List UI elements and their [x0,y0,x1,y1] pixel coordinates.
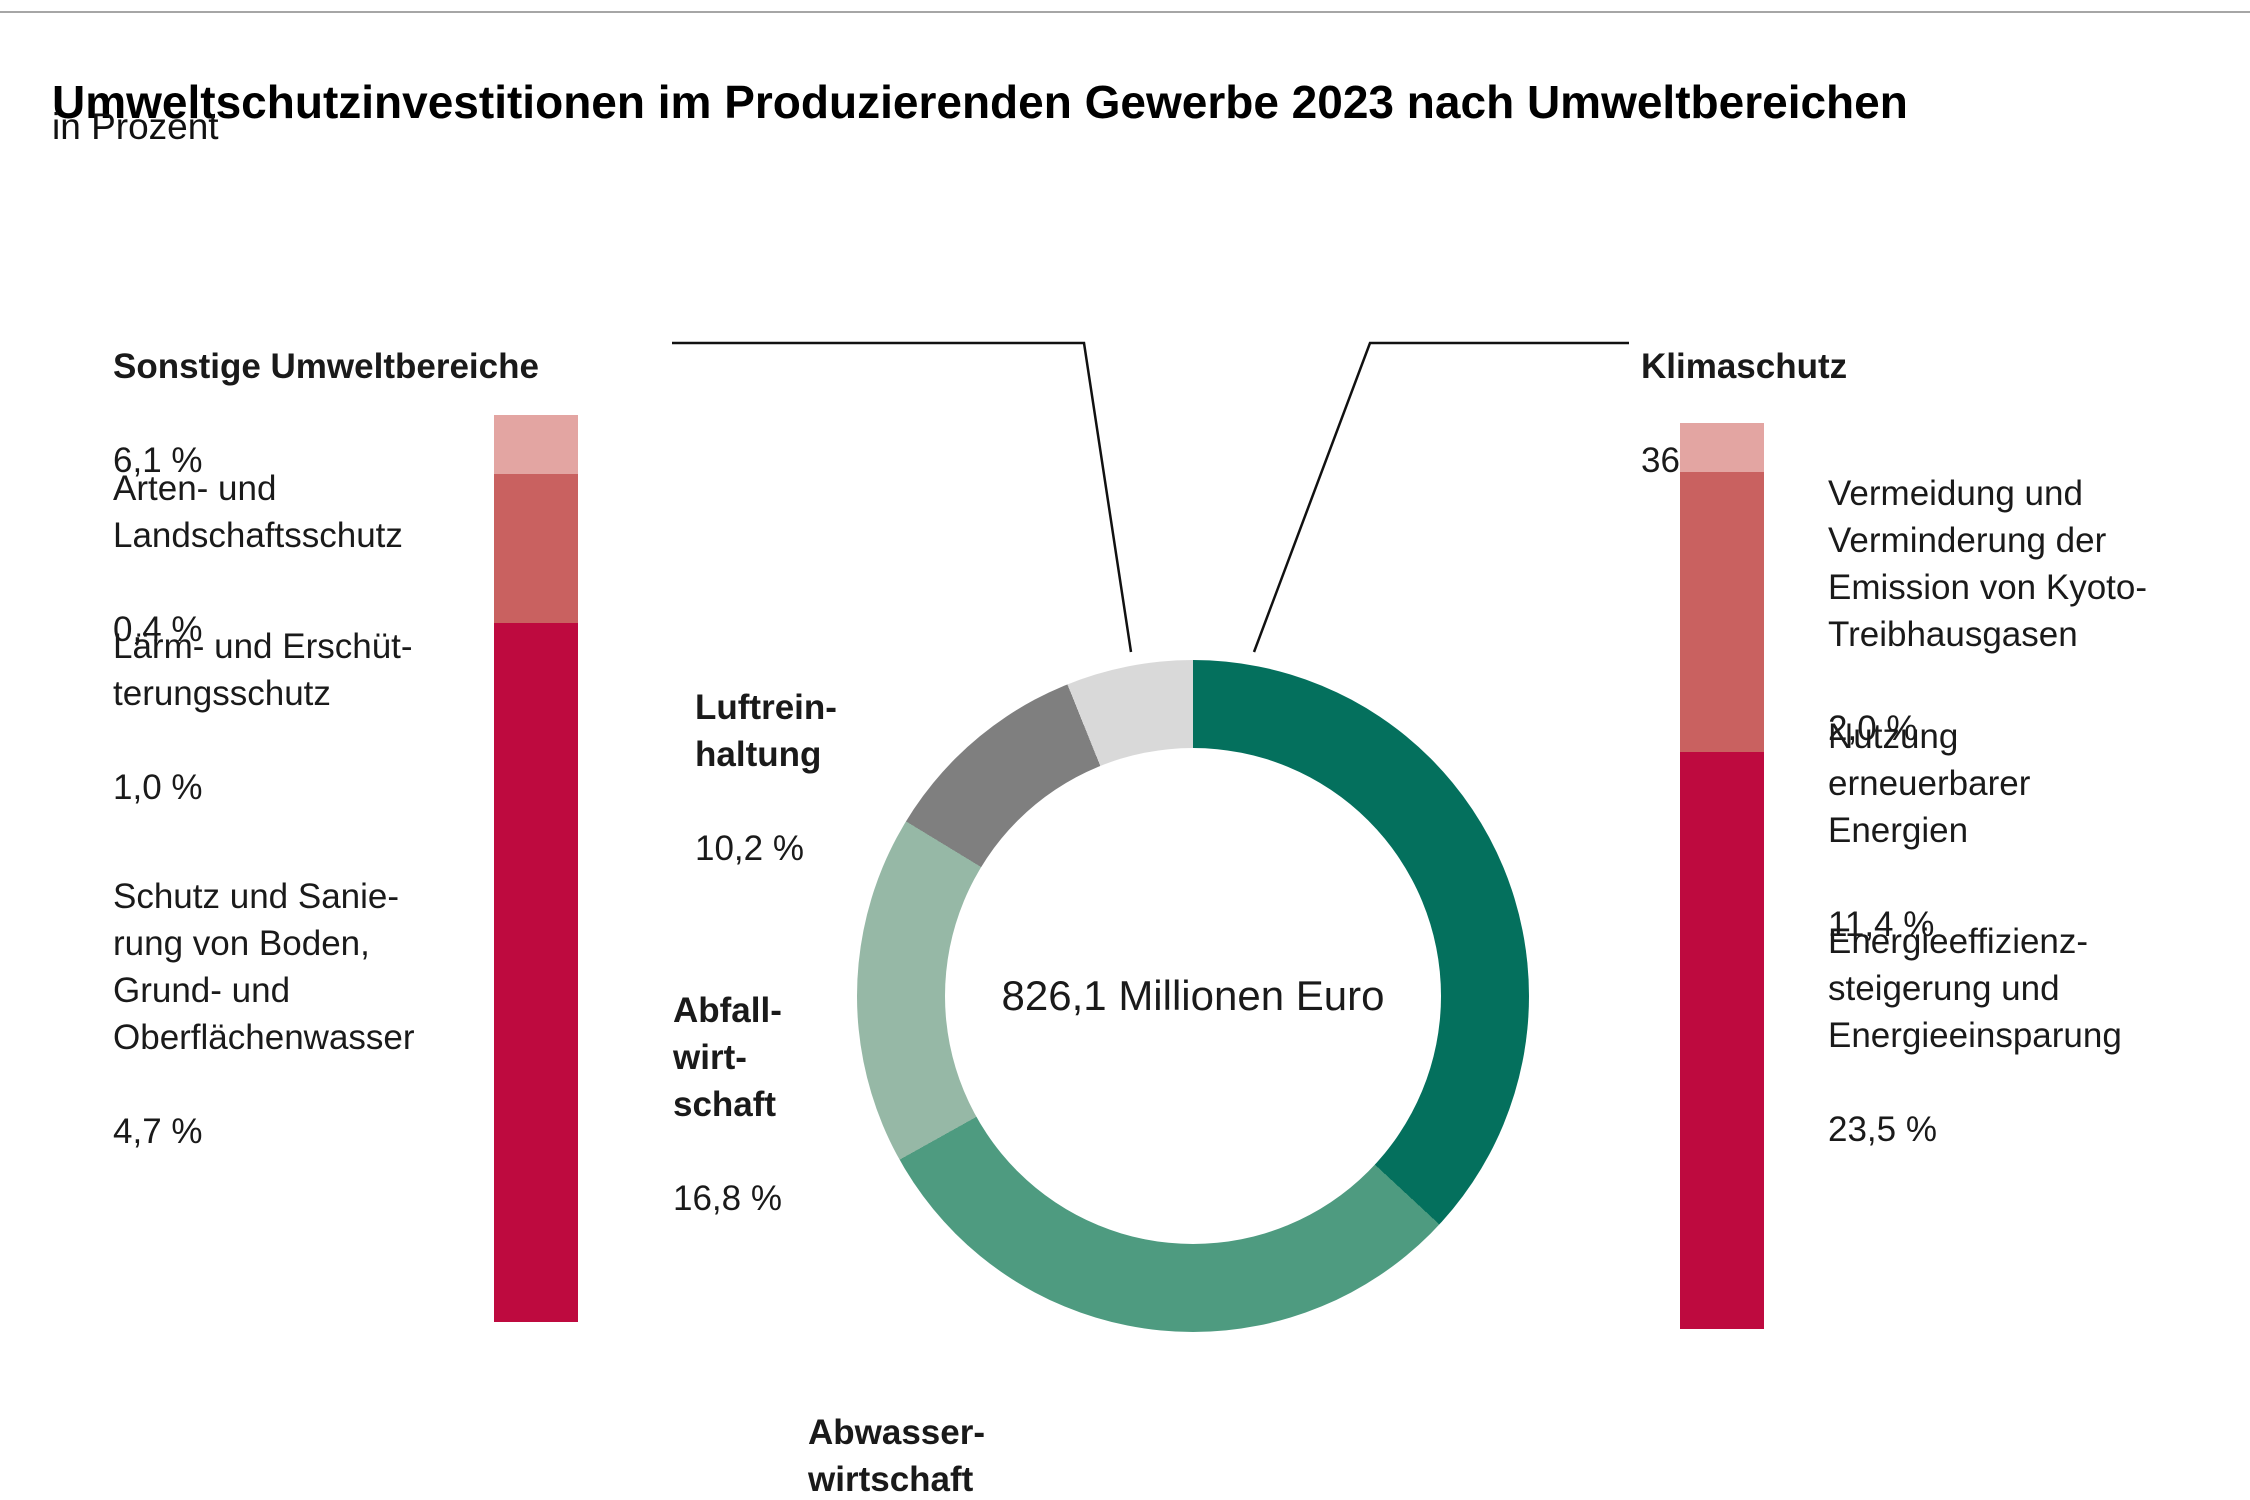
label-vermeidung-kyoto: Vermeidung und Verminderung der Emission… [1828,474,2148,748]
label-schutz-sanierung-wasser: Schutz und Sanie- rung von Boden, Grund-… [113,877,415,1151]
bar-segment-vermeidung [1680,423,1764,473]
klimaschutz-heading-title: Klimaschutz [1641,347,1848,386]
donut-center-label: 826,1 Millionen Euro [1001,972,1385,1019]
sonstige-heading: Sonstige Umweltbereiche 6,1 % [113,296,539,531]
label-laerm-erschuetterungsschutz: Lärm- und Erschüt- terungsschutz 1,0 % [113,627,413,807]
label-arten-landschaftsschutz: Arten- und Landschaftsschutz 0,4 % [113,469,403,649]
sonstige-heading-title: Sonstige Umweltbereiche [113,347,539,386]
page-title: Umweltschutzinvestitionen im Produzieren… [52,75,1908,128]
label-energieeffizienz: Energieeffizienz- steigerung und Energie… [1828,922,2122,1149]
callout-abfallwirtschaft: Abfall- wirt- schaft 16,8 % [673,991,782,1218]
callout-abwasserwirtschaft: Abwasser- wirtschaft 30,0 % [808,1413,986,1499]
bar-segment-arten [494,415,578,475]
donut-chart: 826,1 Millionen Euro [857,660,1529,1332]
bar-segment-nutzung [1680,472,1764,753]
leader-line-klimaschutz [1252,341,1629,653]
bar-segment-energieeffizienz [1680,752,1764,1329]
callout-luftreinhaltung: Luftrein- haltung 10,2 % [695,688,837,868]
sonstige-heading-value: 6,1 % [113,441,203,480]
donut-hole [945,748,1441,1244]
label-nutzung-erneuerbare: Nutzung erneuerbarer Energien 11,4 % [1828,717,2031,944]
page-subtitle: in Prozent [52,106,219,147]
klimaschutz-stacked-bar [1680,423,1764,1329]
top-divider [0,11,2250,13]
leader-line-sonstige [672,341,1133,653]
bar-segment-laerm [494,474,578,624]
bar-segment-schutz [494,623,578,1322]
sonstige-stacked-bar [494,415,578,1322]
